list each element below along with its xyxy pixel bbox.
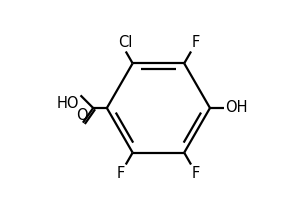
- Text: F: F: [192, 35, 200, 50]
- Text: Cl: Cl: [118, 35, 132, 50]
- Text: HO: HO: [57, 96, 79, 111]
- Text: O: O: [76, 108, 88, 123]
- Text: OH: OH: [225, 100, 248, 116]
- Text: F: F: [192, 166, 200, 181]
- Text: F: F: [117, 166, 125, 181]
